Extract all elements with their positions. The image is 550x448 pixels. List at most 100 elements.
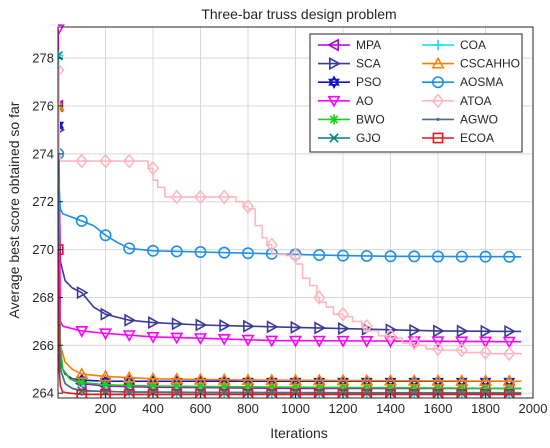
data-point-pso (194, 377, 207, 389)
legend-item-gjo: GJO (318, 131, 381, 145)
data-point-atoa (336, 306, 350, 322)
data-point-aosma (384, 250, 397, 263)
data-point-agwo (175, 390, 179, 394)
data-point-cscahho (288, 373, 303, 386)
x-tick-label: 200 (95, 401, 117, 416)
data-point-pso (265, 377, 278, 389)
legend-marker-pso (328, 78, 340, 90)
data-point-pso (337, 377, 349, 389)
data-point-atoa (218, 189, 231, 205)
data-point-sca (433, 324, 445, 338)
data-point-aosma (99, 229, 112, 242)
data-point-cscahho (383, 373, 398, 386)
chart-title: Three-bar truss design problem (201, 6, 396, 22)
data-point-atoa (99, 153, 112, 169)
data-point-cscahho (122, 370, 136, 383)
data-point-cscahho (431, 374, 445, 386)
legend-marker-atoa (431, 93, 445, 109)
legend-label-cscahho: CSCAHHO (460, 57, 520, 71)
legend: MPA SCA PSO AO BWO GJO COA CSCAHHO AOSMA ATOA AGWO… (309, 33, 523, 153)
data-point-cscahho (146, 372, 160, 384)
data-point-agwo (103, 389, 108, 394)
legend-marker-pso (328, 75, 340, 86)
data-point-atoa (408, 335, 421, 351)
data-point-atoa (503, 346, 516, 362)
data-point-sca (385, 323, 398, 337)
data-point-atoa (384, 328, 397, 344)
data-point-atoa (146, 160, 160, 176)
data-point-aosma (218, 246, 231, 259)
data-point-ao (241, 334, 255, 347)
data-point-ao (265, 335, 279, 348)
data-point-ecoa (290, 389, 301, 398)
data-point-cscahho (455, 374, 469, 386)
data-point-ecoa (242, 389, 254, 398)
x-tick-label: 400 (142, 401, 164, 416)
data-point-agwo (151, 390, 155, 394)
data-point-pso (408, 377, 421, 389)
legend-marker-gjo (329, 133, 339, 143)
data-point-agwo (341, 391, 345, 395)
data-point-atoa (123, 153, 136, 169)
data-point-ao (312, 335, 326, 348)
legend-label-pso: PSO (356, 75, 381, 89)
data-point-ecoa (503, 389, 515, 398)
data-point-ao (122, 330, 136, 343)
data-point-atoa (479, 345, 492, 360)
legend-label-ecoa: ECOA (460, 131, 494, 145)
data-point-atoa (313, 290, 326, 305)
data-point-pso (455, 377, 468, 389)
data-point-ecoa (408, 389, 420, 398)
data-point-ecoa (171, 389, 183, 398)
data-point-aosma (194, 245, 207, 258)
data-point-atoa (265, 237, 278, 253)
x-tick-label: 1400 (376, 401, 405, 416)
data-point-atoa (360, 318, 373, 334)
legend-label-bwo: BWO (356, 112, 385, 126)
data-point-atoa (289, 248, 302, 264)
data-point-ao (193, 333, 208, 346)
data-point-agwo (127, 390, 131, 394)
data-point-pso (479, 377, 492, 389)
legend-label-sca: SCA (356, 57, 381, 71)
data-point-pso (289, 377, 302, 389)
data-point-cscahho (502, 374, 516, 387)
legend-marker-cscahho (431, 56, 445, 69)
legend-label-atoa: ATOA (460, 94, 492, 108)
data-point-cscahho (336, 373, 350, 386)
legend-label-gjo: GJO (356, 131, 381, 145)
data-point-sca (290, 320, 303, 334)
legend-box (309, 33, 523, 153)
data-point-atoa (194, 189, 207, 205)
data-point-ecoa (432, 389, 444, 398)
series-line-ecoa (58, 249, 522, 396)
data-point-sca (409, 323, 422, 337)
data-point-aosma (313, 248, 326, 261)
legend-marker-aosma (431, 76, 444, 89)
data-point-agwo (270, 391, 274, 395)
data-point-agwo (317, 391, 321, 395)
data-point-ecoa (123, 389, 135, 398)
data-point-sca (504, 324, 517, 338)
data-point-atoa (455, 342, 468, 358)
data-point-pso (360, 377, 373, 389)
data-point-ecoa (147, 389, 159, 398)
data-point-sca (148, 316, 160, 330)
series-agwo (58, 159, 522, 395)
legend-item-bwo: BWO (318, 112, 385, 126)
data-point-cscahho (75, 367, 89, 380)
data-point-cscahho (98, 369, 113, 382)
y-tick-label: 266 (32, 338, 54, 353)
series-line-agwo (58, 161, 522, 394)
legend-marker-mpa (327, 38, 339, 52)
data-point-pso (218, 377, 231, 389)
data-point-ao (336, 335, 350, 348)
x-tick-label: 800 (237, 401, 259, 416)
legend-item-sca: SCA (318, 57, 381, 71)
data-point-ao (455, 336, 469, 349)
data-point-ecoa (456, 389, 468, 398)
series-line-ao (58, 29, 522, 343)
data-point-sca (100, 307, 113, 321)
data-point-ecoa (480, 389, 491, 398)
